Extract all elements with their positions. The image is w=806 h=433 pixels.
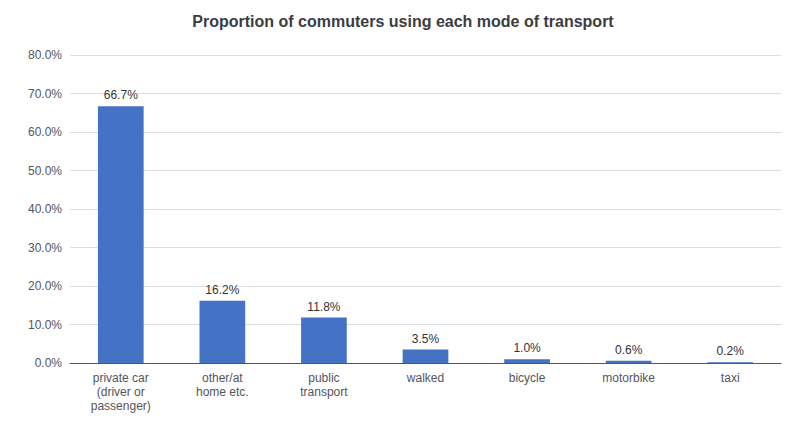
svg-text:30.0%: 30.0%	[28, 241, 62, 255]
svg-text:1.0%: 1.0%	[513, 341, 541, 355]
svg-text:0.6%: 0.6%	[615, 343, 643, 357]
svg-text:Proportion of commuters using: Proportion of commuters using each mode …	[192, 13, 614, 30]
svg-text:passenger): passenger)	[91, 399, 151, 413]
svg-text:0.2%: 0.2%	[717, 344, 745, 358]
svg-text:(driver or: (driver or	[97, 385, 145, 399]
svg-text:0.0%: 0.0%	[35, 356, 63, 370]
svg-text:80.0%: 80.0%	[28, 48, 62, 62]
svg-text:private car: private car	[93, 371, 149, 385]
svg-text:20.0%: 20.0%	[28, 279, 62, 293]
svg-text:16.2%: 16.2%	[205, 283, 239, 297]
svg-text:motorbike: motorbike	[602, 371, 655, 385]
svg-text:50.0%: 50.0%	[28, 164, 62, 178]
svg-text:60.0%: 60.0%	[28, 125, 62, 139]
svg-text:other/at: other/at	[202, 371, 243, 385]
svg-text:40.0%: 40.0%	[28, 202, 62, 216]
svg-text:70.0%: 70.0%	[28, 87, 62, 101]
svg-text:10.0%: 10.0%	[28, 318, 62, 332]
svg-text:bicycle: bicycle	[509, 371, 546, 385]
svg-text:66.7%: 66.7%	[104, 88, 138, 102]
svg-text:transport: transport	[300, 385, 348, 399]
svg-text:taxi: taxi	[721, 371, 740, 385]
svg-text:3.5%: 3.5%	[412, 332, 440, 346]
svg-text:home etc.: home etc.	[196, 385, 249, 399]
svg-text:11.8%: 11.8%	[307, 300, 340, 314]
svg-text:walked: walked	[406, 371, 444, 385]
svg-text:public: public	[308, 371, 339, 385]
